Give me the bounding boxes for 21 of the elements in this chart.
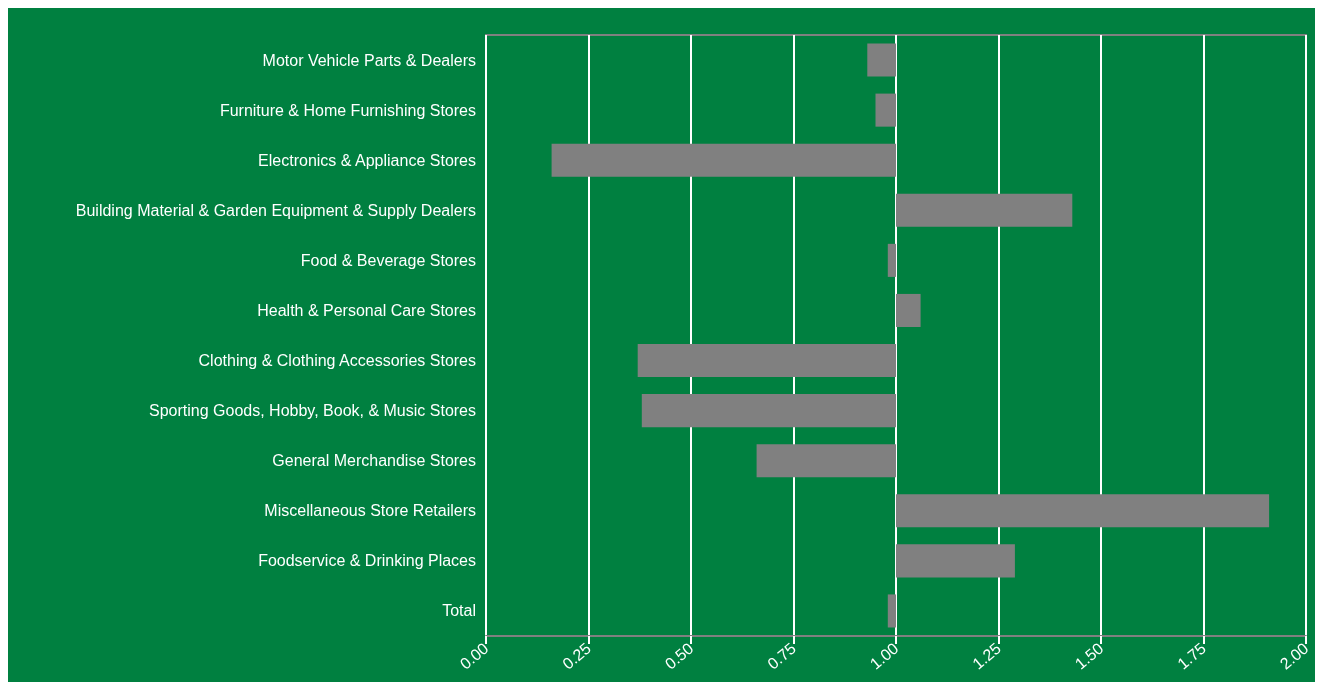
y-tick-label: Motor Vehicle Parts & Dealers: [262, 51, 476, 69]
y-tick-label: Sporting Goods, Hobby, Book, & Music Stores: [149, 402, 476, 420]
x-tick-label: 1.00: [866, 639, 902, 673]
x-tick-label: 1.75: [1174, 639, 1210, 673]
y-tick-label: Total: [442, 602, 476, 620]
y-tick-label: Clothing & Clothing Accessories Stores: [198, 352, 476, 370]
x-tick-label: 2.00: [1276, 639, 1312, 673]
y-tick-label: Miscellaneous Store Retailers: [264, 502, 476, 520]
y-tick-label: Foodservice & Drinking Places: [258, 552, 476, 570]
x-tick-label: 0.50: [661, 639, 697, 673]
x-tick-label: 0.25: [559, 639, 595, 673]
y-tick-label: Furniture & Home Furnishing Stores: [219, 101, 476, 119]
y-tick-label: General Merchandise Stores: [272, 452, 476, 470]
x-tick-label: 1.25: [969, 639, 1005, 673]
x-tick-label: 0.75: [764, 639, 800, 673]
y-tick-label: Electronics & Appliance Stores: [258, 151, 476, 169]
y-tick-label: Food & Beverage Stores: [300, 251, 476, 269]
x-tick-label: 0.00: [456, 639, 492, 673]
y-tick-label: Building Material & Garden Equipment & Supply Dealers: [75, 201, 476, 219]
y-tick-label: Health & Personal Care Stores: [257, 301, 476, 319]
x-tick-label: 1.50: [1071, 639, 1107, 673]
